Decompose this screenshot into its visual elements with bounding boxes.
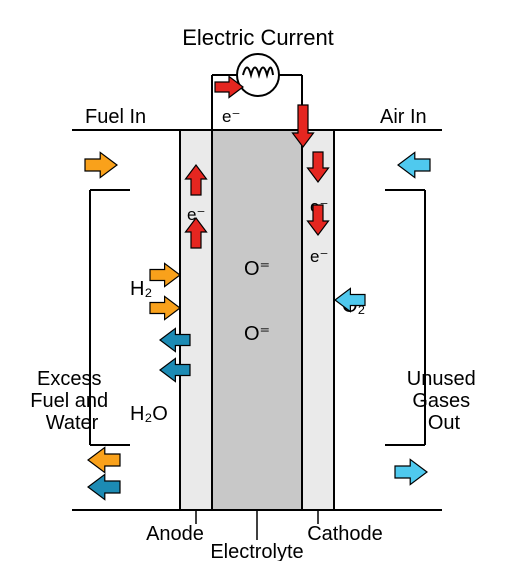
label-cathode: Cathode: [307, 523, 383, 545]
label-air-in: Air In: [380, 106, 427, 128]
cathode-slab: [302, 130, 334, 510]
e-label-left: e⁻: [222, 107, 240, 126]
label-h2: H₂: [130, 278, 152, 300]
o-ion-2: O⁼: [244, 323, 270, 345]
title-electric-current: Electric Current: [182, 25, 334, 50]
label-electrolyte: Electrolyte: [210, 541, 303, 561]
e-cathode-2: e⁻: [310, 247, 328, 266]
fuel-cell-diagram: Electric Current e⁻ e⁻ Fuel In Air In: [0, 0, 515, 561]
label-h2o: H₂O: [130, 403, 168, 425]
label-fuel-in: Fuel In: [85, 106, 146, 128]
label-anode: Anode: [146, 523, 204, 545]
electrolyte-slab: [212, 130, 302, 510]
o-ion-1: O⁼: [244, 258, 270, 280]
